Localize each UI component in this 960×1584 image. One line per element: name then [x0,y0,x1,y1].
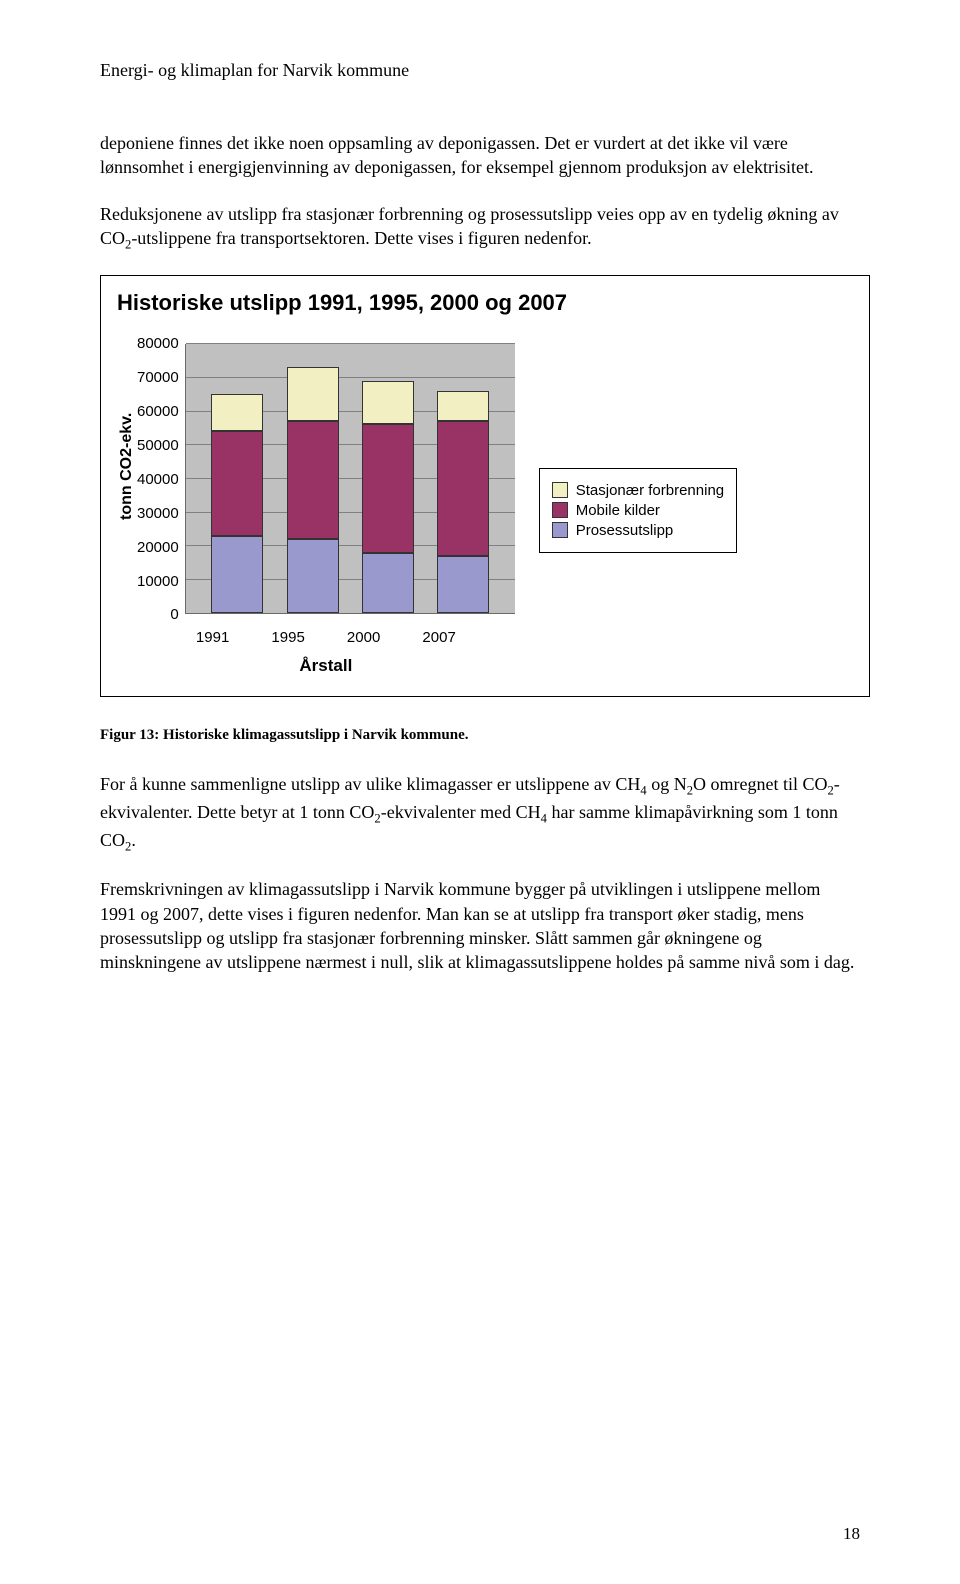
y-tick-label: 30000 [137,505,179,522]
chart-legend: Stasjonær forbrenning Mobile kilder Proses… [539,468,737,553]
legend-item: Stasjonær forbrenning [552,482,724,499]
chart-x-ticks: 1991 1995 2000 2007 [161,623,491,646]
legend-label: Stasjonær forbrenning [576,482,724,499]
chart-title: Historiske utslipp 1991, 1995, 2000 og 2… [117,290,853,316]
bar-segment [287,421,339,539]
page-number: 18 [843,1524,860,1544]
bar-segment [437,391,489,421]
bar-segment [211,394,263,431]
bar-segment [362,553,414,614]
y-tick-label: 60000 [137,403,179,420]
bar-segment [211,431,263,536]
bar-1991 [211,394,263,613]
legend-swatch [552,482,568,498]
bar-1995 [287,367,339,613]
y-tick-label: 0 [170,606,178,623]
x-tick-label: 1991 [187,629,239,646]
bar-segment [362,424,414,552]
legend-swatch [552,522,568,538]
y-tick-label: 20000 [137,539,179,556]
paragraph-2: Reduksjonene av utslipp fra stasjonær fo… [100,202,860,254]
bar-2000 [362,381,414,614]
gridline [186,377,515,378]
bar-segment [211,536,263,614]
legend-label: Mobile kilder [576,502,660,519]
paragraph-1: deponiene finnes det ikke noen oppsamlin… [100,131,860,180]
bar-segment [287,539,339,613]
bar-2007 [437,391,489,614]
paragraph-4: Fremskrivningen av klimagassutslipp i Na… [100,877,860,974]
y-tick-label: 50000 [137,437,179,454]
y-tick-label: 40000 [137,471,179,488]
bar-segment [437,556,489,613]
p2-post: -utslippene fra transportsektoren. Dette… [131,228,591,248]
bar-segment [287,367,339,421]
legend-swatch [552,502,568,518]
x-tick-label: 1995 [262,629,314,646]
x-tick-label: 2000 [338,629,390,646]
y-tick-label: 70000 [137,369,179,386]
paragraph-3: For å kunne sammenligne utslipp av ulike… [100,772,860,855]
bar-segment [437,421,489,556]
gridline [186,343,515,344]
y-tick-label: 10000 [137,573,179,590]
x-tick-label: 2007 [413,629,465,646]
y-tick-label: 80000 [137,335,179,352]
chart-plot-area [185,344,515,614]
legend-label: Prosessutslipp [576,522,674,539]
legend-item: Prosessutslipp [552,522,724,539]
chart-container: Historiske utslipp 1991, 1995, 2000 og 2… [100,275,870,697]
chart-y-axis-label: tonn CO2-ekv. [118,500,136,520]
bar-segment [362,381,414,425]
page-header: Energi- og klimaplan for Narvik kommune [100,60,860,81]
figure-caption: Figur 13: Historiske klimagassutslipp i … [100,727,860,744]
chart-y-ticks: 80000 70000 60000 50000 40000 30000 20000 10000… [137,335,185,623]
chart-x-axis-label: Årstall [299,656,352,676]
legend-item: Mobile kilder [552,502,724,519]
